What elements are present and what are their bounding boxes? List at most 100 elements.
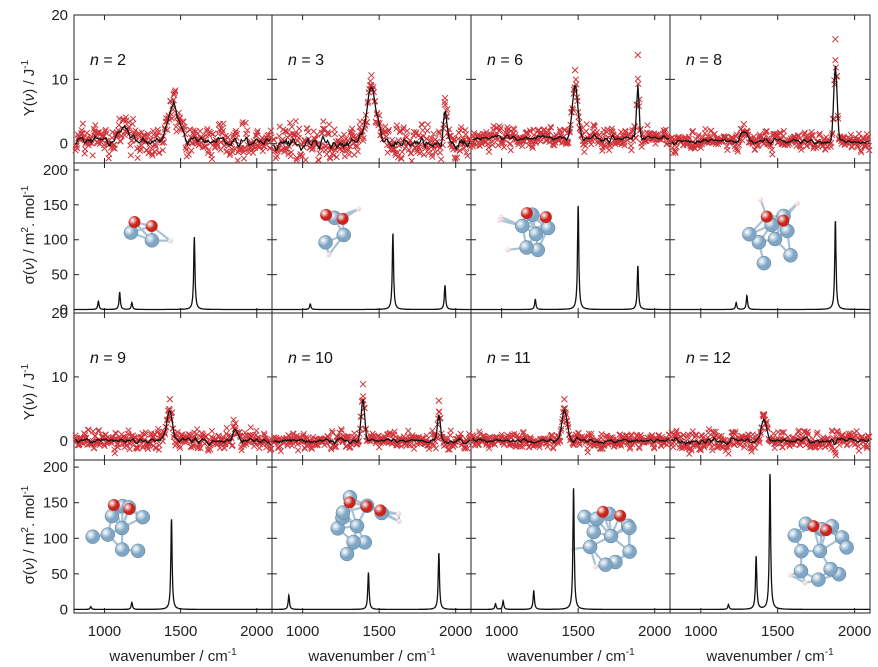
calculated-spectrum-line [272,553,471,611]
x-tick-label: 1500 [362,623,395,640]
y-tick-label: 0 [60,136,68,153]
y-tick-label: 150 [43,495,68,512]
data-point [396,128,403,136]
data-point [219,435,227,442]
data-point [203,433,210,440]
data-point [424,121,431,128]
data-point [844,440,851,448]
data-point [127,440,134,447]
data-point [537,138,544,145]
data-point [91,444,98,452]
data-point [325,121,333,128]
experimental-markers [270,380,474,455]
data-point [267,127,275,134]
data-point [111,450,118,457]
data-point [561,126,568,133]
atom [519,240,534,255]
data-point [565,140,572,147]
data-point [866,147,873,154]
data-point [202,143,209,150]
experimental-markers [668,411,873,459]
atom [128,216,141,229]
data-point [125,427,132,434]
data-point [185,151,192,158]
data-point [561,395,568,403]
data-point [760,413,767,420]
data-point [843,442,851,449]
data-point [529,144,536,151]
data-point [688,447,695,454]
atom [802,580,808,586]
data-point [320,118,327,125]
atom [318,235,333,250]
data-point [519,142,526,150]
data-point [763,127,770,135]
data-point [711,130,718,138]
data-point [511,126,518,133]
data-point [705,426,713,433]
data-point [830,115,837,122]
data-point [328,427,336,435]
calculated-spectrum-line [471,205,670,311]
data-point [144,132,151,140]
data-point [732,428,739,435]
data-point [569,106,577,113]
data-point [168,409,176,416]
atom [396,518,402,525]
x-axis-label-col3: wavenumber / cm-1 [506,647,635,665]
data-point [718,432,725,440]
data-point [462,131,469,138]
data-point [816,132,823,139]
data-point [485,445,493,452]
data-point [725,450,732,457]
data-point [176,442,183,449]
atom [596,505,609,518]
data-point [802,435,809,442]
atom [335,505,351,520]
data-point [253,427,260,434]
atom [582,539,598,555]
data-point [393,122,400,129]
data-point [686,450,693,457]
data-point [500,144,508,151]
data-point [282,128,289,135]
y-tick-label: 200 [43,459,68,476]
data-point [417,141,424,148]
calculated-spectrum-line [471,488,670,611]
data-point [489,141,496,149]
data-point [89,428,97,435]
data-point [155,425,162,433]
data-point [99,131,107,139]
data-point [460,145,468,152]
data-point [605,146,613,154]
data-point [117,138,124,145]
calculated-spectrum-line [670,473,870,611]
y-tick-label: 50 [51,566,68,583]
data-point [636,445,643,452]
atom [622,544,637,559]
data-point [188,147,195,154]
data-point [652,140,659,147]
data-point [253,129,261,137]
data-point [408,150,415,157]
data-point [207,446,214,453]
data-point [259,147,267,155]
atom [758,197,764,203]
data-point [368,71,375,79]
data-point [456,147,464,154]
data-point [662,126,670,133]
experimental-markers [270,71,474,164]
data-point [85,426,92,433]
x-tick-label: 1000 [684,623,717,640]
x-tick-label: 1500 [164,623,197,640]
atom [100,527,116,542]
atom [812,543,828,559]
atom [783,248,798,263]
data-point [376,444,383,451]
data-point [436,149,444,156]
data-point [158,434,165,441]
data-point [529,142,536,150]
data-point [635,443,643,451]
data-point [352,143,359,150]
data-point [273,152,281,160]
